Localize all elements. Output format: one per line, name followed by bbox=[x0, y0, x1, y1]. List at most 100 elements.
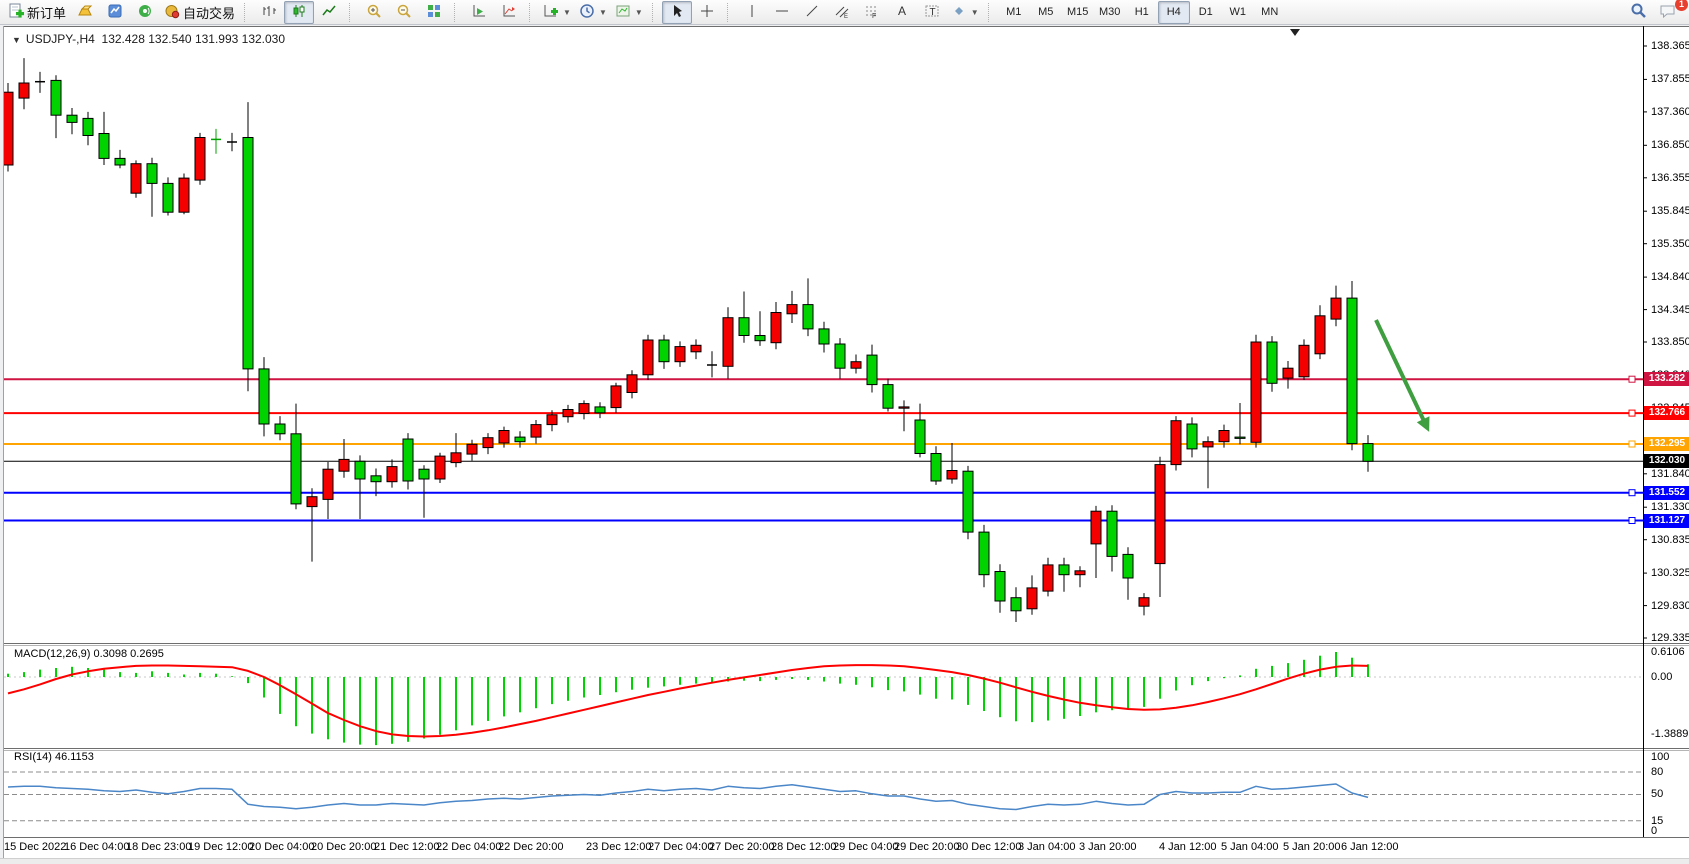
separator bbox=[349, 2, 356, 22]
candle-body bbox=[4, 91, 14, 166]
candle-body bbox=[1186, 423, 1198, 450]
price-tick-label: 136.355 bbox=[1651, 171, 1689, 184]
crosshair-icon bbox=[699, 3, 715, 22]
tf-h1-button[interactable]: H1 bbox=[1134, 6, 1149, 18]
new-order-icon bbox=[8, 3, 24, 22]
chart-shift-marker[interactable] bbox=[1290, 29, 1300, 36]
price-tick-label: 134.840 bbox=[1651, 271, 1689, 284]
tf-w1-button[interactable]: W1 bbox=[1229, 6, 1246, 18]
report-icon bbox=[107, 3, 123, 22]
candle-body bbox=[370, 475, 382, 483]
candlestick-chart-button[interactable] bbox=[284, 0, 315, 24]
ohlc-values: 132.428 132.540 131.993 132.030 bbox=[101, 32, 286, 46]
price-badge: 131.552 bbox=[1644, 485, 1689, 500]
time-axis-label: 30 Dec 12:00 bbox=[956, 841, 1022, 853]
shapes-button[interactable]: ▼ bbox=[947, 1, 983, 24]
tile-windows-button[interactable] bbox=[419, 1, 449, 24]
rsi-label: RSI(14) 46.1153 bbox=[14, 751, 94, 763]
new-order-button[interactable]: 新订单 bbox=[4, 1, 70, 24]
crosshair-button[interactable] bbox=[692, 1, 722, 24]
macd-label: MACD(12,26,9) 0.3098 0.2695 bbox=[14, 648, 164, 660]
candle-body bbox=[402, 438, 414, 482]
candle-body bbox=[1234, 436, 1246, 439]
tf-m1-button[interactable]: M1 bbox=[1006, 6, 1022, 18]
candle-body bbox=[754, 335, 766, 342]
template-button[interactable]: ▼ bbox=[611, 1, 647, 24]
candle-body bbox=[274, 423, 286, 435]
candle-body bbox=[770, 312, 782, 344]
tf-mn-button[interactable]: MN bbox=[1261, 6, 1279, 18]
text-label-button[interactable]: T bbox=[917, 1, 947, 24]
toolbar: 新订单 自动交易 ▼ ▼ ▼ E F A T ▼ bbox=[0, 0, 1689, 25]
candle-body bbox=[1346, 297, 1358, 445]
svg-text:A: A bbox=[898, 4, 906, 18]
candle-body bbox=[290, 433, 302, 505]
time-axis-label: 16 Dec 04:00 bbox=[64, 841, 130, 853]
macd-axis-zero: 0.00 bbox=[1651, 671, 1673, 683]
trend-arrow-head bbox=[1416, 416, 1430, 432]
candle-body bbox=[594, 406, 606, 414]
candle-body bbox=[674, 346, 686, 363]
candle-body bbox=[194, 137, 206, 181]
price-tick-label: 135.350 bbox=[1651, 237, 1689, 250]
chart-window[interactable]: ▼ USDJPY-,H4 132.428 132.540 131.993 132.… bbox=[3, 26, 1689, 858]
candle-body bbox=[338, 458, 350, 472]
tf-h4-button[interactable]: H4 bbox=[1157, 0, 1190, 24]
chat-button[interactable]: 1 bbox=[1653, 0, 1688, 24]
autotrade-button[interactable]: 自动交易 bbox=[160, 1, 239, 24]
channel-button[interactable]: E bbox=[827, 1, 857, 24]
time-axis-label: 19 Dec 12:00 bbox=[188, 841, 254, 853]
chart-title[interactable]: ▼ USDJPY-,H4 132.428 132.540 131.993 132.… bbox=[12, 32, 285, 46]
zoom-out-icon bbox=[396, 3, 412, 22]
candle-body bbox=[1026, 587, 1038, 610]
period-button[interactable]: ▼ bbox=[575, 1, 611, 24]
report-button[interactable] bbox=[100, 1, 130, 24]
chevron-down-icon: ▼ bbox=[598, 7, 607, 17]
price-tick-label: 130.835 bbox=[1651, 533, 1689, 546]
search-button[interactable] bbox=[1623, 1, 1653, 24]
status-bar bbox=[0, 858, 1689, 864]
time-axis-label: 4 Jan 12:00 bbox=[1159, 841, 1217, 853]
data-window-button[interactable] bbox=[464, 1, 494, 24]
tf-m5-button[interactable]: M5 bbox=[1038, 6, 1054, 18]
signal-button[interactable] bbox=[130, 1, 160, 24]
navigator-icon bbox=[501, 3, 517, 22]
price-tick-label: 137.360 bbox=[1651, 105, 1689, 118]
data-window-icon bbox=[471, 3, 487, 22]
vertical-line-button[interactable] bbox=[737, 1, 767, 24]
candle-body bbox=[18, 82, 30, 99]
text-button[interactable]: A bbox=[887, 1, 917, 24]
candle-body bbox=[626, 374, 638, 393]
macd-axis-max: 0.6106 bbox=[1651, 646, 1685, 658]
cursor-button[interactable] bbox=[661, 0, 692, 24]
horizontal-line-button[interactable] bbox=[767, 1, 797, 24]
bar-chart-button[interactable] bbox=[254, 1, 284, 24]
price-tick-label: 134.345 bbox=[1651, 303, 1689, 316]
price-tick-label: 131.840 bbox=[1651, 467, 1689, 480]
time-axis-label: 20 Dec 20:00 bbox=[311, 841, 377, 853]
clock-icon bbox=[579, 3, 595, 22]
gold-button[interactable] bbox=[70, 1, 100, 24]
zoom-in-button[interactable] bbox=[359, 1, 389, 24]
tf-d1-button[interactable]: D1 bbox=[1198, 6, 1213, 18]
candle-body bbox=[1314, 315, 1326, 355]
candle-body bbox=[1154, 464, 1166, 565]
navigator-button[interactable] bbox=[494, 1, 524, 24]
line-chart-button[interactable] bbox=[314, 1, 344, 24]
candle-body bbox=[898, 406, 910, 409]
candle-body bbox=[850, 361, 862, 369]
tf-m30-button[interactable]: M30 bbox=[1099, 6, 1121, 18]
svg-text:E: E bbox=[844, 14, 848, 19]
candle-body bbox=[450, 452, 462, 464]
chart-canvas[interactable] bbox=[4, 26, 1689, 858]
candle-body bbox=[546, 414, 558, 426]
candle-body bbox=[1122, 553, 1134, 579]
zoom-out-button[interactable] bbox=[389, 1, 419, 24]
trendline-icon bbox=[804, 3, 820, 22]
fibonacci-button[interactable]: F bbox=[857, 1, 887, 24]
bar-chart-icon bbox=[261, 3, 277, 22]
new-chart-button[interactable]: ▼ bbox=[539, 1, 575, 24]
tf-m15-button[interactable]: M15 bbox=[1067, 6, 1089, 18]
trendline-button[interactable] bbox=[797, 1, 827, 24]
separator bbox=[651, 2, 659, 22]
